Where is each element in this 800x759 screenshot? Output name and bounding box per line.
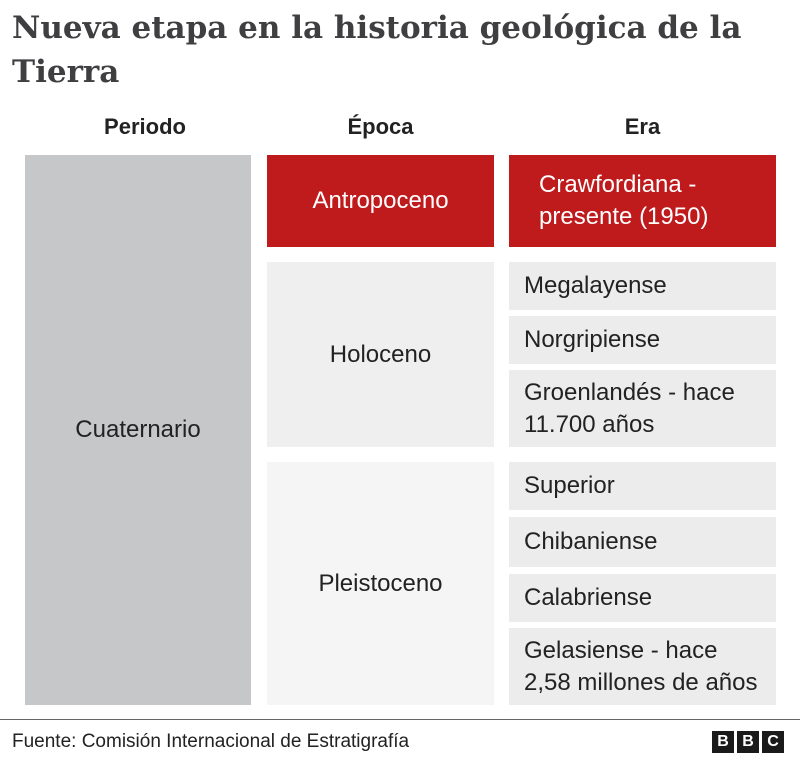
- chart-title: Nueva etapa en la historia geológica de …: [12, 10, 742, 90]
- era-label: Calabriense: [524, 584, 653, 611]
- era-megalayense: Megalayense: [509, 262, 776, 310]
- bbc-logo-letter: C: [762, 731, 784, 753]
- era-label: Groenlandés - hace 11.700 años: [524, 378, 735, 438]
- header-era: Era: [624, 114, 661, 139]
- era-label: Megalayense: [524, 272, 667, 299]
- bbc-logo-letter: B: [712, 731, 734, 753]
- epoca-holoceno: Holoceno: [267, 262, 494, 447]
- epoca-label: Holoceno: [329, 340, 432, 368]
- bbc-logo: B B C: [712, 731, 784, 753]
- epoca-pleistoceno: Pleistoceno: [267, 462, 494, 705]
- era-norgripiense: Norgripiense: [509, 316, 776, 364]
- periodo-cuaternario: Cuaternario: [25, 155, 251, 705]
- era-label: Norgripiense: [524, 326, 661, 353]
- era-groenlandes: Groenlandés - hace 11.700 años: [509, 370, 776, 447]
- era-label: Gelasiense - hace 2,58 millones de años: [524, 636, 758, 696]
- epoca-label: Pleistoceno: [318, 569, 443, 597]
- epoca-antropoceno: Antropoceno: [267, 155, 494, 247]
- era-gelasiense: Gelasiense - hace 2,58 millones de años: [509, 628, 776, 705]
- bbc-logo-letter: B: [737, 731, 759, 753]
- source-note: Fuente: Comisión Internacional de Estrat…: [12, 731, 410, 752]
- era-superior: Superior: [509, 462, 776, 510]
- footer-divider: [0, 719, 800, 720]
- header-periodo: Periodo: [104, 114, 186, 139]
- era-label: Superior: [524, 472, 615, 499]
- era-label: Crawfordiana - presente (1950): [539, 171, 709, 230]
- header-epoca: Época: [347, 114, 414, 139]
- era-label: Chibaniense: [524, 528, 658, 555]
- era-chibaniense: Chibaniense: [509, 517, 776, 567]
- epoca-label: Antropoceno: [312, 187, 449, 214]
- era-calabriense: Calabriense: [509, 574, 776, 622]
- periodo-label: Cuaternario: [75, 416, 201, 443]
- era-crawfordiana: Crawfordiana - presente (1950): [509, 155, 776, 247]
